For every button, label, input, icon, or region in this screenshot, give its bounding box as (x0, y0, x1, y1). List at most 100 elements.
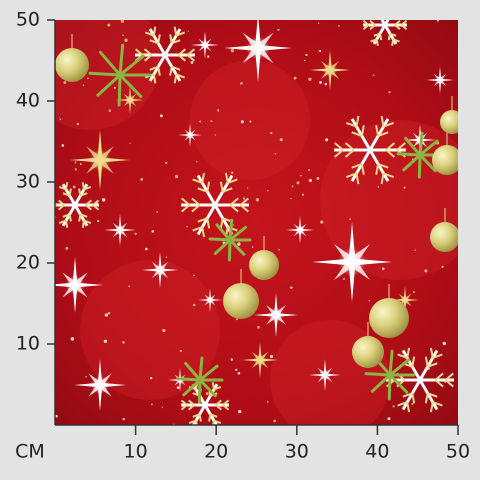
dot (159, 114, 163, 118)
flake-branch (149, 65, 159, 71)
dot (55, 414, 58, 418)
flake-branch (373, 32, 381, 37)
dot (113, 86, 116, 89)
flake-branch (68, 214, 72, 222)
dot (381, 267, 385, 271)
flake-arm (380, 20, 387, 26)
dot (267, 401, 269, 403)
flake-branch (210, 413, 218, 418)
dot (403, 186, 406, 189)
flake-arm (401, 349, 422, 381)
flake-branch (171, 65, 181, 71)
flake-branch (351, 131, 363, 137)
dot (145, 247, 148, 251)
flake-branch (149, 39, 159, 45)
dot (107, 311, 111, 315)
pine-needle (388, 373, 409, 394)
pine-needle (404, 136, 422, 157)
flake-branch (177, 54, 187, 62)
pine-needle (228, 225, 248, 242)
pine-needle (418, 139, 439, 157)
dot (324, 82, 328, 86)
flake-branch (152, 74, 157, 84)
dot (232, 224, 235, 226)
dot (247, 187, 249, 189)
flake-branch (369, 24, 376, 31)
dot (230, 171, 234, 175)
star-diag (198, 38, 212, 52)
flake-branch (55, 202, 58, 206)
dot (388, 91, 391, 94)
x-tick-label: 40 (365, 441, 389, 463)
flake-branch (369, 20, 376, 26)
pine-needle (215, 223, 232, 242)
pine-needle (118, 43, 125, 77)
flake-branch (201, 226, 206, 238)
dot (319, 81, 322, 84)
pine-needle (88, 71, 122, 77)
dot (424, 269, 428, 273)
flake-branch (380, 115, 385, 127)
flake-arm (213, 174, 234, 206)
dot (186, 226, 188, 228)
flake-branch (444, 372, 454, 381)
dot (151, 403, 153, 406)
dot (176, 386, 180, 389)
flake-branch (169, 66, 173, 76)
dot (217, 109, 220, 112)
dot (103, 339, 108, 343)
flake-branch (198, 414, 202, 422)
flake-branch (444, 379, 454, 388)
dot (411, 402, 414, 405)
pine-needle (184, 361, 202, 382)
pine-needle (118, 73, 143, 99)
flake-arm (418, 379, 439, 411)
dot (372, 74, 375, 77)
flake-branch (222, 404, 230, 411)
flake-branch (192, 413, 200, 418)
dot (156, 211, 158, 213)
dot (72, 185, 76, 189)
dot (308, 178, 312, 183)
pine-needle (388, 349, 394, 377)
pine-needle (98, 50, 122, 77)
dot (104, 313, 108, 317)
dot (441, 265, 444, 268)
star-diag (123, 93, 137, 107)
pine-needle (198, 364, 219, 382)
dot (134, 232, 137, 235)
dot (124, 38, 128, 43)
flake-branch (383, 172, 394, 178)
flake-branch (400, 20, 408, 26)
flake-branch (157, 34, 161, 44)
flake-branch (81, 220, 85, 228)
flake-branch (379, 33, 383, 41)
flake-branch (406, 401, 411, 413)
dot (122, 341, 125, 344)
dot (237, 371, 241, 375)
star-diag (62, 272, 88, 298)
pine-needle (197, 378, 202, 404)
flake-branch (195, 420, 198, 425)
dot (249, 120, 252, 123)
star-diag (293, 223, 307, 237)
star-diag (433, 73, 447, 87)
flake-branch (424, 393, 429, 404)
dot (377, 186, 380, 188)
dot (255, 198, 260, 202)
dot (161, 406, 164, 408)
dot (301, 193, 305, 196)
flake-branch (201, 172, 206, 184)
bauble (440, 110, 458, 134)
dot (303, 59, 306, 61)
flake-branch (175, 31, 186, 37)
dot (318, 22, 320, 24)
flake-arm (350, 149, 372, 182)
flake-branch (375, 163, 380, 175)
flake-branch (208, 414, 212, 422)
flake-arm (368, 149, 390, 182)
flake-branch (427, 392, 438, 398)
dot (187, 30, 189, 32)
flake-branch (92, 204, 100, 211)
pine-needle (387, 373, 392, 401)
